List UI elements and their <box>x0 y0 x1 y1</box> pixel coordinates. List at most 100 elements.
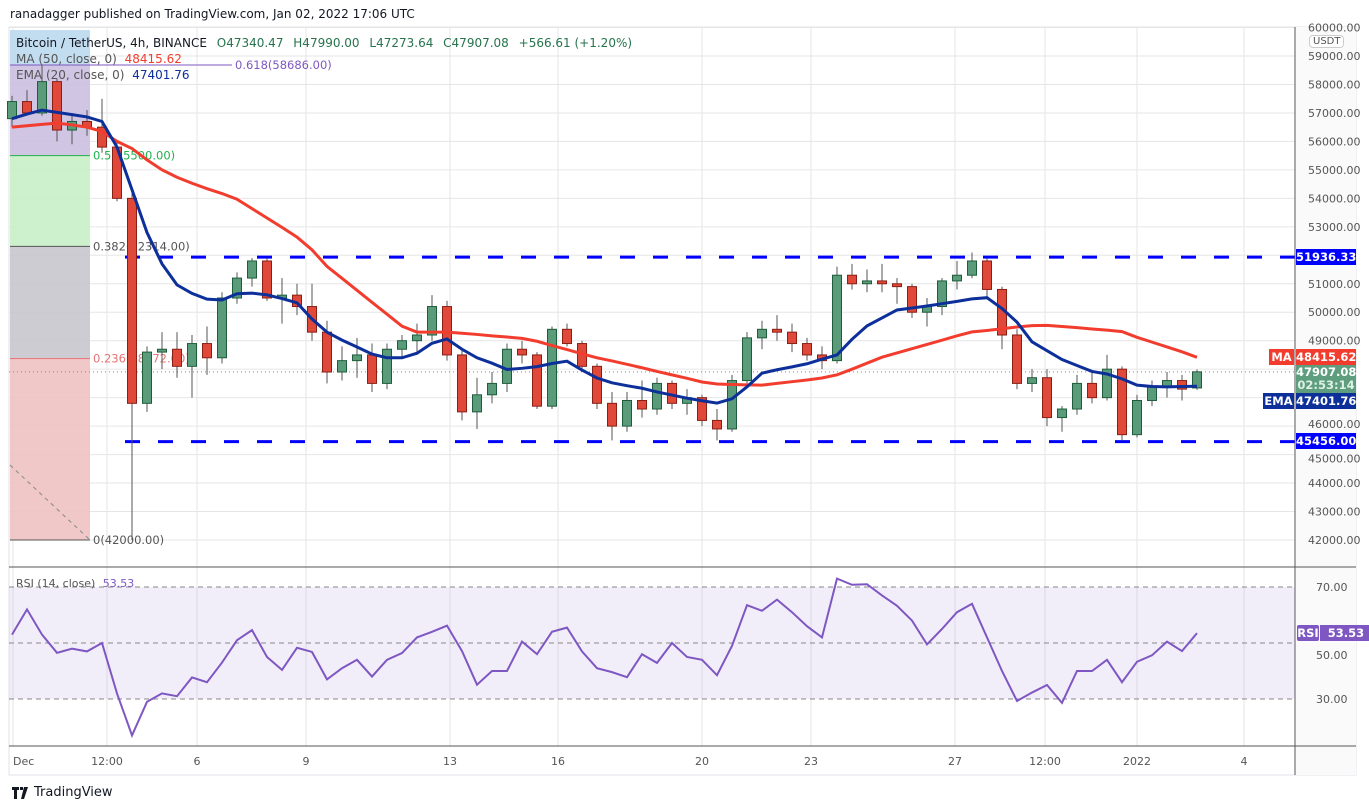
candle <box>37 64 47 116</box>
ema-legend-label: EMA (20, close, 0) <box>16 68 125 82</box>
candle-body <box>787 331 797 345</box>
candle-body <box>52 81 62 131</box>
price-tick-label: 60000.00 <box>1308 22 1361 35</box>
candle <box>397 335 407 358</box>
rsi-tag-label: RSI <box>1297 625 1319 641</box>
last-price-value: 47907.08 <box>1296 365 1357 379</box>
candle-body <box>427 306 437 336</box>
candle-body <box>262 260 272 299</box>
candle-body <box>1042 377 1052 419</box>
candle-body <box>547 328 557 407</box>
time-tick-label: 12:00 <box>91 755 123 768</box>
candle-body <box>1027 377 1037 384</box>
candle <box>832 266 842 364</box>
candle <box>757 320 767 350</box>
candle-body <box>337 360 347 373</box>
candle <box>352 337 362 378</box>
footer-logo[interactable]: TradingView <box>12 785 113 800</box>
candle-body <box>757 328 767 339</box>
high-value: H47990.00 <box>293 36 360 50</box>
candle-body <box>367 354 377 384</box>
fib-zone <box>10 155 90 247</box>
price-tick-label: 53000.00 <box>1308 221 1361 234</box>
symbol-name[interactable]: Bitcoin / TetherUS, 4h, BINANCE <box>16 36 207 50</box>
candle <box>412 323 422 353</box>
symbol-legend: Bitcoin / TetherUS, 4h, BINANCE O47340.4… <box>16 36 632 50</box>
candle <box>772 315 782 341</box>
candle <box>622 391 632 432</box>
candle <box>1027 369 1037 392</box>
candle-body <box>412 334 422 342</box>
time-tick-label: 27 <box>948 755 962 768</box>
price-tick-label: 59000.00 <box>1308 50 1361 63</box>
candle-body <box>457 354 467 413</box>
price-tick-label: 42000.00 <box>1308 534 1361 547</box>
fib-zone <box>10 358 90 540</box>
candle <box>877 263 887 293</box>
ema-legend[interactable]: EMA (20, close, 0) 47401.76 <box>16 68 190 82</box>
ma-legend[interactable]: MA (50, close, 0) 48415.62 <box>16 52 182 66</box>
price-tick-label: 44000.00 <box>1308 477 1361 490</box>
rsi-legend[interactable]: RSI (14, close) 53.53 <box>16 577 134 590</box>
candle-body <box>772 328 782 333</box>
candle <box>562 323 572 347</box>
ma50-line <box>11 121 1198 387</box>
candle-body <box>517 348 527 356</box>
candle <box>712 409 722 441</box>
rsi-tick-label: 50.00 <box>1316 649 1348 662</box>
candle-body <box>382 348 392 384</box>
candle <box>1087 372 1097 404</box>
candle <box>532 352 542 410</box>
rsi-line <box>11 577 1198 739</box>
price-tick-label: 45000.00 <box>1308 453 1361 466</box>
candle-body <box>832 274 842 362</box>
candle <box>982 258 992 298</box>
price-tick-label: 55000.00 <box>1308 164 1361 177</box>
last-price-tag: 47907.08 02:53:14 <box>1296 365 1356 394</box>
candle-body <box>7 101 17 120</box>
time-tick-label: 16 <box>551 755 565 768</box>
candle-body <box>1177 380 1187 390</box>
candle <box>787 323 797 353</box>
candle-body <box>697 397 707 421</box>
candle-body <box>532 354 542 407</box>
candle-body <box>742 337 752 382</box>
time-tick-label: 12:00 <box>1029 755 1061 768</box>
candle <box>517 340 527 364</box>
candle <box>862 269 872 293</box>
open-value: O47340.47 <box>216 36 284 50</box>
currency-label[interactable]: USDT <box>1309 35 1345 48</box>
ma-legend-value: 48415.62 <box>124 52 182 66</box>
candle <box>547 326 557 410</box>
tradingview-logo-icon <box>12 786 28 799</box>
candle-body <box>1192 371 1202 389</box>
candle-body <box>322 331 332 373</box>
candle <box>1132 394 1142 438</box>
close-value: C47907.08 <box>443 36 509 50</box>
rsi-value-tag: 53.53 <box>1320 625 1369 641</box>
candle-body <box>802 343 812 356</box>
candle-body <box>142 351 152 404</box>
candle <box>457 349 467 421</box>
resistance-price-tag: 51936.33 <box>1296 249 1357 265</box>
candle <box>232 272 242 304</box>
candle <box>217 292 227 364</box>
price-tick-label: 57000.00 <box>1308 107 1361 120</box>
candle-body <box>847 274 857 285</box>
candle-body <box>712 419 722 430</box>
candle <box>1072 374 1082 415</box>
candle-body <box>652 382 662 410</box>
candle <box>937 278 947 316</box>
ma-price-tag: 48415.62 <box>1296 349 1357 365</box>
fib-zone <box>10 246 90 359</box>
price-tick-label: 43000.00 <box>1308 506 1361 519</box>
candle-body <box>727 380 737 430</box>
candle-body <box>607 402 617 427</box>
price-tick-label: 49000.00 <box>1308 335 1361 348</box>
candle-body <box>37 81 47 114</box>
candle-body <box>472 394 482 413</box>
time-tick-label: 23 <box>804 755 818 768</box>
candle <box>97 98 107 153</box>
candle <box>172 332 182 378</box>
